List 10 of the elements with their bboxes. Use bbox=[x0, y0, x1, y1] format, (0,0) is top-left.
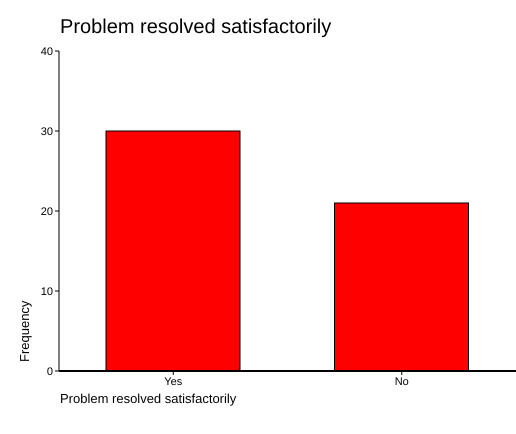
y-tick-label: 30 bbox=[40, 126, 53, 138]
x-tick-label: No bbox=[394, 376, 409, 388]
y-tick-label: 40 bbox=[40, 46, 53, 58]
x-tick-label: Yes bbox=[164, 376, 183, 388]
y-tick-label: 20 bbox=[40, 206, 53, 218]
y-tick-label: 10 bbox=[40, 286, 53, 298]
y-tick-label: 0 bbox=[46, 366, 53, 378]
chart-title: Problem resolved satisfactorily bbox=[60, 16, 332, 39]
x-axis-title: Problem resolved satisfactorily bbox=[60, 391, 236, 406]
y-axis-title: Frequency bbox=[17, 300, 32, 362]
